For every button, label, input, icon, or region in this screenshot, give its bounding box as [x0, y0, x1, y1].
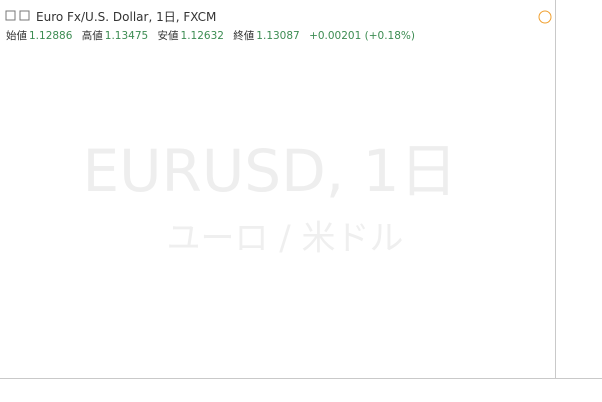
- ohlc-value: 1.12632: [180, 30, 224, 42]
- change: +0.00201 (+0.18%): [309, 30, 415, 42]
- watermark: EURUSD, 1日: [82, 137, 457, 205]
- watermark-sub: ユーロ / 米ドル: [166, 219, 403, 259]
- ohlc-key: 高値: [81, 30, 103, 42]
- ohlc-legend: 始値 1.12886 高値 1.13475 安値 1.12632 終値 1.13087 …: [6, 28, 421, 43]
- chart-title: Euro Fx/U.S. Dollar, 1日, FXCM: [36, 10, 217, 24]
- icon: [5, 10, 16, 21]
- icon: [19, 10, 30, 21]
- ohlc-key: 安値: [157, 30, 179, 42]
- ohlc-value: 1.12886: [29, 30, 73, 42]
- ohlc-value: 1.13475: [104, 30, 149, 42]
- ohlc-key: 終値: [233, 30, 255, 42]
- header-icons: [5, 10, 552, 24]
- ohlc-key: 始値: [6, 30, 27, 42]
- ohlc-value: 1.13087: [256, 30, 300, 42]
- info-icon[interactable]: [538, 10, 552, 24]
